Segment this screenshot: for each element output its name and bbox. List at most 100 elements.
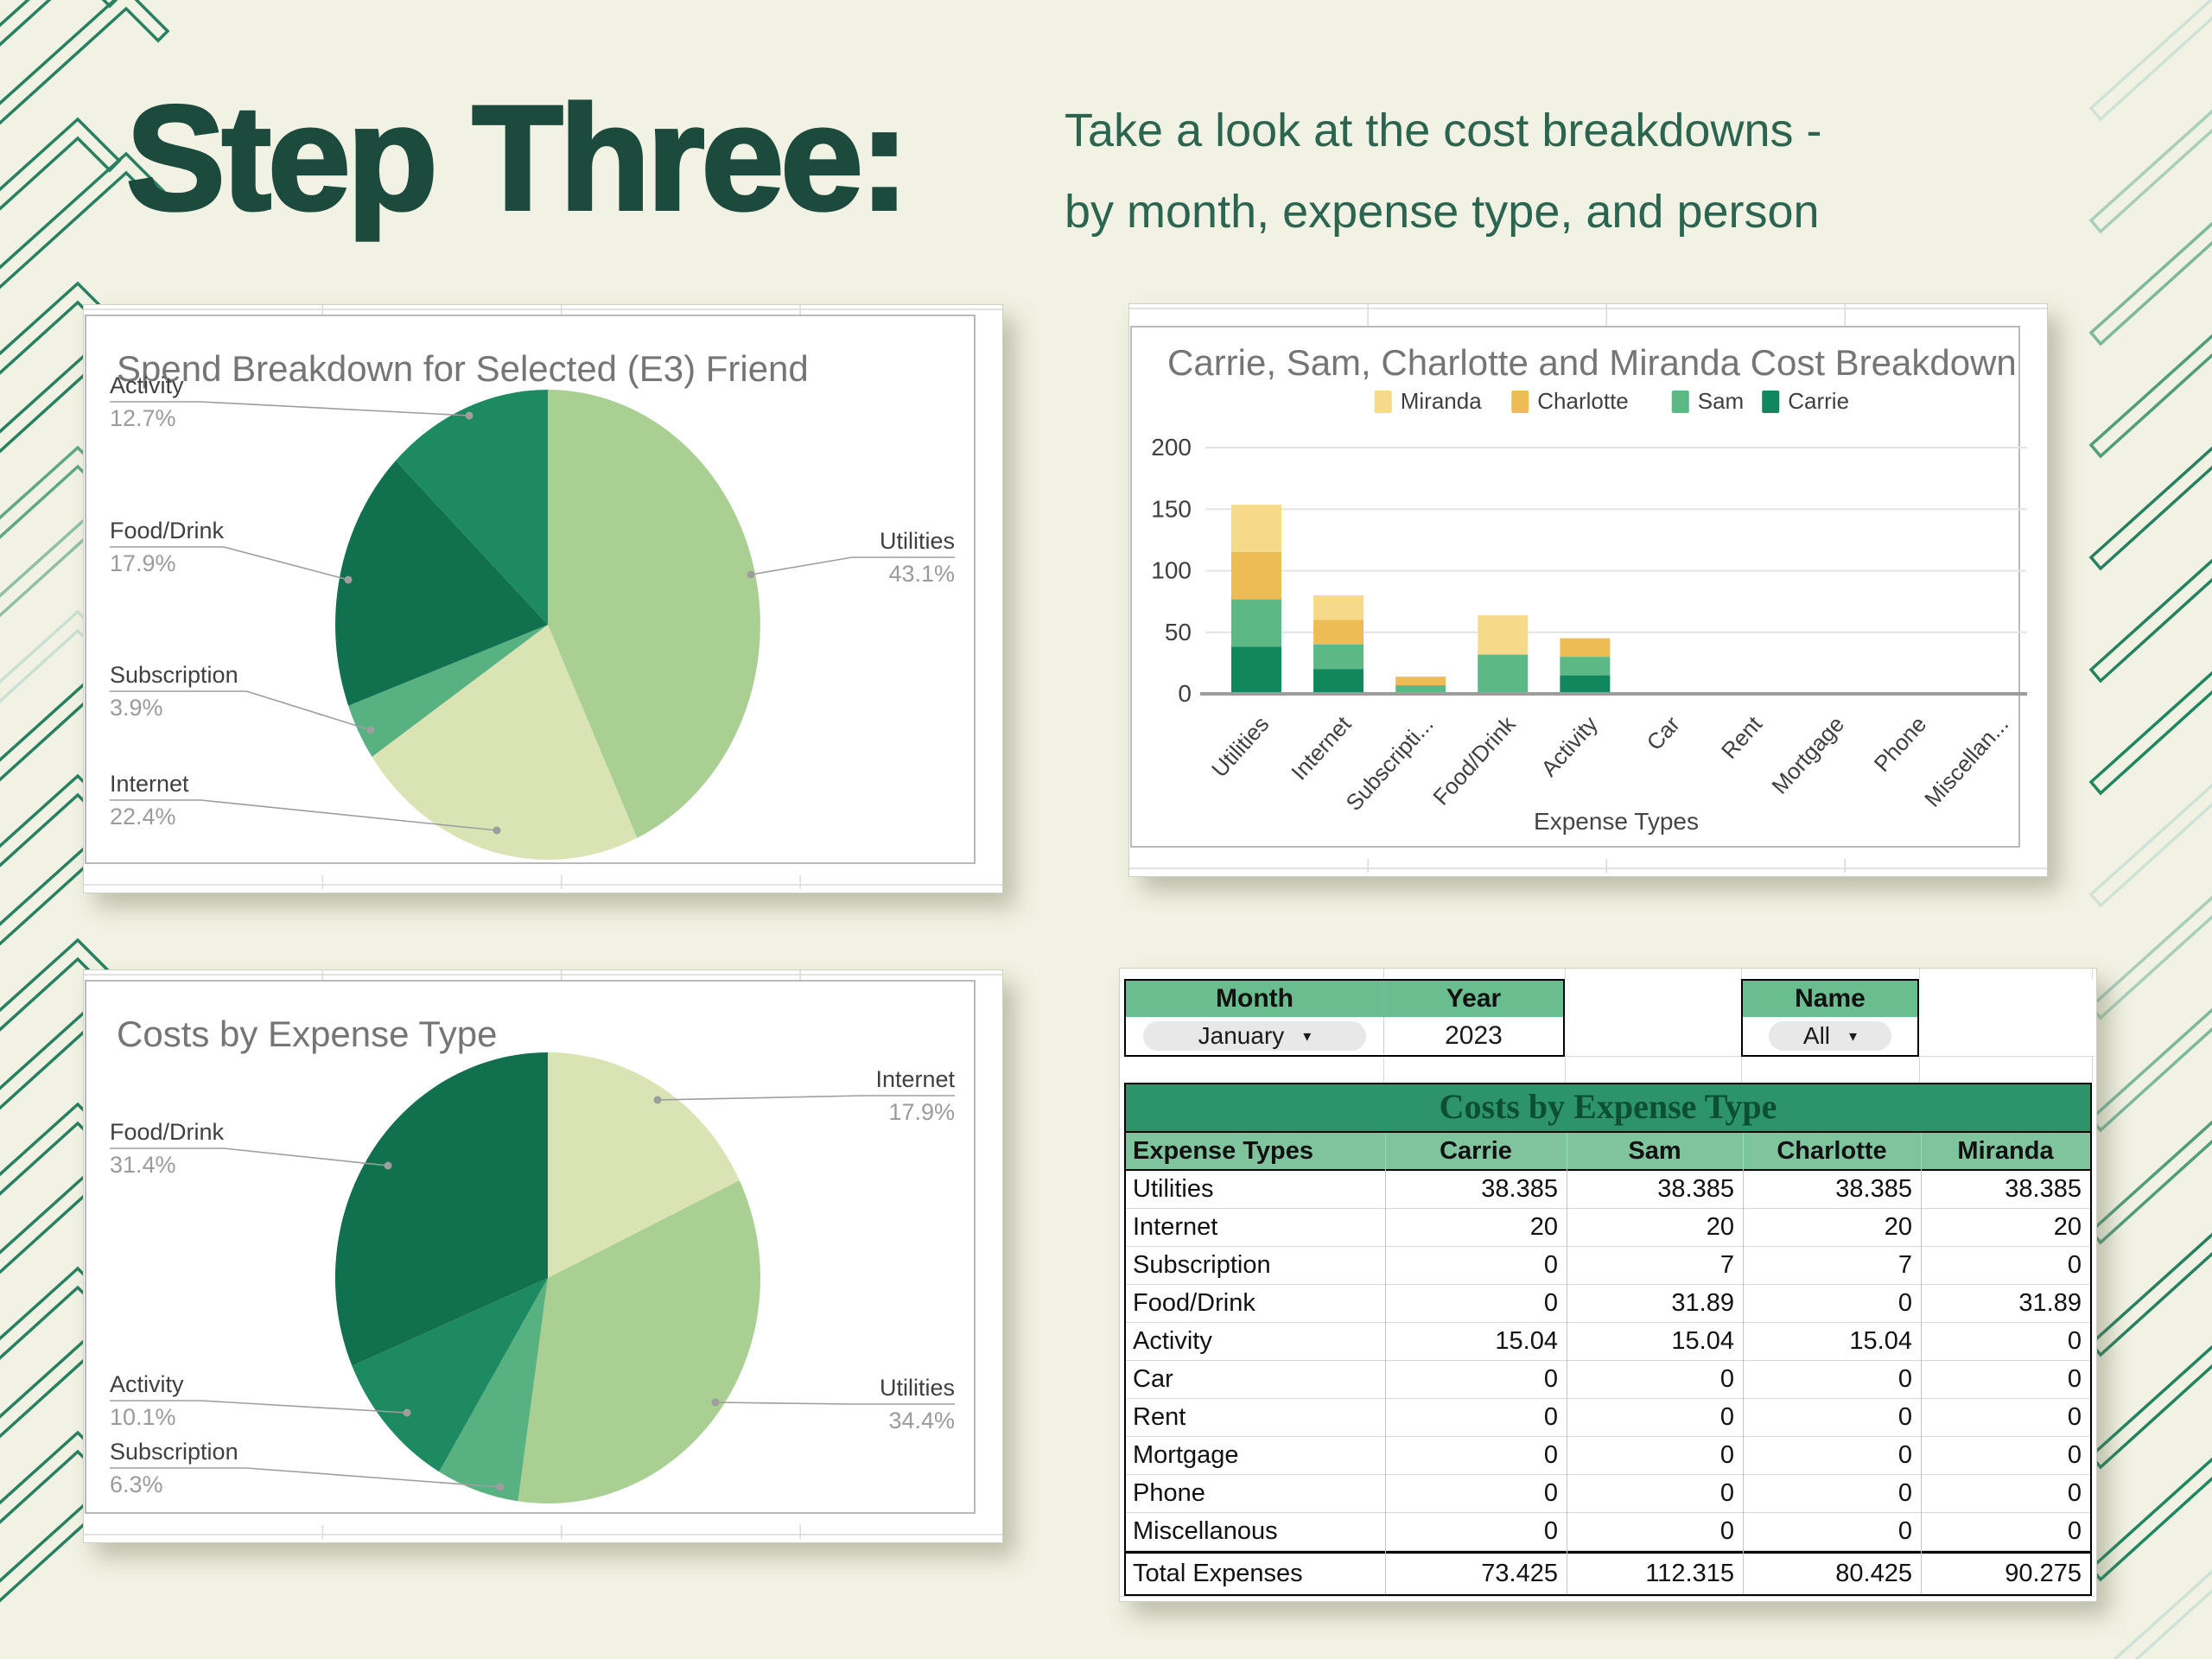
spend-breakdown-pie-chart: Spend Breakdown for Selected (E3) Friend… (84, 305, 1002, 889)
month-dropdown-value: January (1198, 1022, 1285, 1049)
table-row-mortgage: Mortgage 0 0 0 0 (1126, 1437, 2090, 1475)
bar-segment-carrie-utilities (1230, 646, 1281, 694)
table-cell-rent-expense-types: Rent (1133, 1403, 1186, 1431)
table-cell-food-drink-expense-types: Food/Drink (1133, 1289, 1255, 1317)
decor-slash (2088, 334, 2212, 459)
pie-callout-line-internet (110, 799, 498, 831)
decor-slash (2088, 1232, 2212, 1357)
pie-pct-food-drink: 31.4% (110, 1152, 176, 1178)
table-col-header-sam: Sam (1628, 1137, 1681, 1165)
table-cell-food-drink-charlotte: 0 (1897, 1289, 1912, 1317)
table-cell-utilities-charlotte: 38.385 (1835, 1175, 1912, 1203)
x-axis-title: Expense Types (1534, 808, 1699, 835)
table-cell-car-carrie: 0 (1543, 1365, 1558, 1393)
table-cell-miscellanous-charlotte: 0 (1897, 1517, 1912, 1545)
table-row-car: Car 0 0 0 0 (1126, 1361, 2090, 1399)
pie-label-subscription: Subscription (110, 1439, 238, 1465)
table-column-divider (1743, 1133, 1744, 1594)
table-row-food-drink: Food/Drink 0 31.89 0 31.89 (1126, 1285, 2090, 1323)
bar-segment-carrie-activity (1560, 675, 1611, 694)
table-cell-phone-charlotte: 0 (1897, 1479, 1912, 1507)
pie-callout-dot-activity (403, 1408, 411, 1417)
pie-label-subscription: Subscription (110, 662, 238, 688)
pie-callout-line-food-drink (110, 1147, 389, 1166)
decor-slash (2088, 1344, 2212, 1470)
legend-swatch-charlotte (1511, 391, 1529, 413)
month-year-filter-box: Month Year January ▾ 2023 (1124, 979, 1565, 1057)
pie-slice-food-drink (335, 461, 548, 706)
y-tick-50: 50 (1165, 619, 1192, 645)
table-cell-car-expense-types: Car (1133, 1365, 1173, 1393)
legend-label-sam: Sam (1698, 388, 1744, 414)
pie-pct-utilities: 34.4% (888, 1408, 955, 1433)
decor-slash (2088, 783, 2212, 908)
pie-callout-dot-subscription (366, 726, 375, 734)
table-row-phone: Phone 0 0 0 0 (1126, 1475, 2090, 1513)
pie-callout-line-food-drink (110, 546, 349, 581)
legend-swatch-sam (1671, 391, 1689, 413)
pie-pct-subscription: 6.3% (110, 1471, 163, 1497)
people-cost-breakdown-bar-chart: Carrie, Sam, Charlotte and Miranda Cost … (1129, 304, 2047, 873)
table-cell-mortgage-expense-types: Mortgage (1133, 1441, 1239, 1469)
spend-breakdown-pie-card: Spend Breakdown for Selected (E3) Friend… (83, 304, 1003, 893)
decor-slash (2088, 0, 2212, 122)
sheet-gridline (2092, 1057, 2093, 1083)
costs-table-card: Month Year January ▾ 2023 Name All ▾ Costs by Ex… (1119, 968, 2097, 1602)
decor-slash (2088, 558, 2212, 683)
costs-table-sheet: Month Year January ▾ 2023 Name All ▾ Costs by Ex… (1120, 969, 2096, 1601)
pie-callout-dot-utilities (747, 570, 755, 579)
filter-divider (1383, 1017, 1384, 1055)
pie-label-internet: Internet (875, 1066, 955, 1092)
table-total-cell-sam: 112.315 (1645, 1560, 1734, 1587)
pie-slice-subscription (348, 625, 548, 757)
legend-label-charlotte: Charlotte (1537, 388, 1629, 414)
table-cell-internet-miranda: 20 (2053, 1213, 2082, 1241)
year-filter-header: Year (1383, 981, 1563, 1017)
table-cell-internet-charlotte: 20 (1884, 1213, 1912, 1241)
subtitle-line-2: by month, expense type, and person (1065, 186, 1820, 238)
pie-slice-activity (395, 390, 548, 625)
table-cell-activity-charlotte: 15.04 (1849, 1327, 1912, 1355)
table-cell-miscellanous-expense-types: Miscellanous (1133, 1517, 1278, 1545)
pie-label-utilities: Utilities (880, 1375, 955, 1401)
bar-segment-miranda-utilities (1230, 505, 1281, 552)
name-dropdown[interactable]: All ▾ (1769, 1021, 1891, 1051)
costs-by-expense-type-pie-chart: Costs by Expense Type Internet 17.9% Utilit… (84, 970, 1002, 1539)
month-dropdown[interactable]: January ▾ (1143, 1021, 1366, 1051)
table-cell-phone-expense-types: Phone (1133, 1479, 1205, 1507)
subtitle-line-1: Take a look at the cost breakdowns - (1065, 105, 1822, 156)
people-cost-breakdown-bar-card: Carrie, Sam, Charlotte and Miranda Cost … (1128, 303, 2048, 877)
table-cell-car-miranda: 0 (2067, 1365, 2082, 1393)
table-cell-miscellanous-sam: 0 (1719, 1517, 1734, 1545)
table-cell-activity-expense-types: Activity (1133, 1327, 1212, 1355)
pie-callout-dot-utilities (711, 1398, 720, 1407)
table-cell-subscription-expense-types: Subscription (1133, 1251, 1271, 1279)
decor-slash (0, 0, 118, 47)
decor-slash (2088, 446, 2212, 571)
pie-slice-internet (548, 1052, 740, 1278)
table-cell-activity-sam: 15.04 (1671, 1327, 1734, 1355)
sheet-gridline (1919, 1057, 1920, 1083)
table-banner: Costs by Expense Type (1126, 1084, 2090, 1133)
pie-callout-line-utilities (715, 1402, 955, 1405)
sheet-gridline (1741, 969, 1742, 979)
bar-segment-sam-activity (1560, 657, 1611, 676)
pie-slice-subscription (439, 1278, 548, 1502)
table-cell-food-drink-carrie: 0 (1543, 1289, 1558, 1317)
pie-callout-line-activity (110, 401, 470, 416)
pie-callout-line-internet (657, 1095, 955, 1101)
table-cell-phone-carrie: 0 (1543, 1479, 1558, 1507)
bar-segment-sam-internet (1313, 645, 1364, 670)
decor-slash (2088, 671, 2212, 796)
table-cell-subscription-charlotte: 7 (1897, 1251, 1912, 1279)
pie-pct-activity: 10.1% (110, 1404, 176, 1430)
slide-subtitle: Take a look at the cost breakdowns - by … (1065, 90, 1821, 252)
table-col-header-miranda: Miranda (1957, 1137, 2054, 1165)
table-cell-mortgage-carrie: 0 (1543, 1441, 1558, 1469)
table-total-cell-expense-types: Total Expenses (1133, 1560, 1303, 1587)
decor-slash (2088, 109, 2212, 234)
table-column-divider (1921, 1133, 1922, 1594)
name-filter-header: Name (1743, 981, 1917, 1017)
table-cell-utilities-expense-types: Utilities (1133, 1175, 1214, 1203)
table-cell-mortgage-sam: 0 (1719, 1441, 1734, 1469)
